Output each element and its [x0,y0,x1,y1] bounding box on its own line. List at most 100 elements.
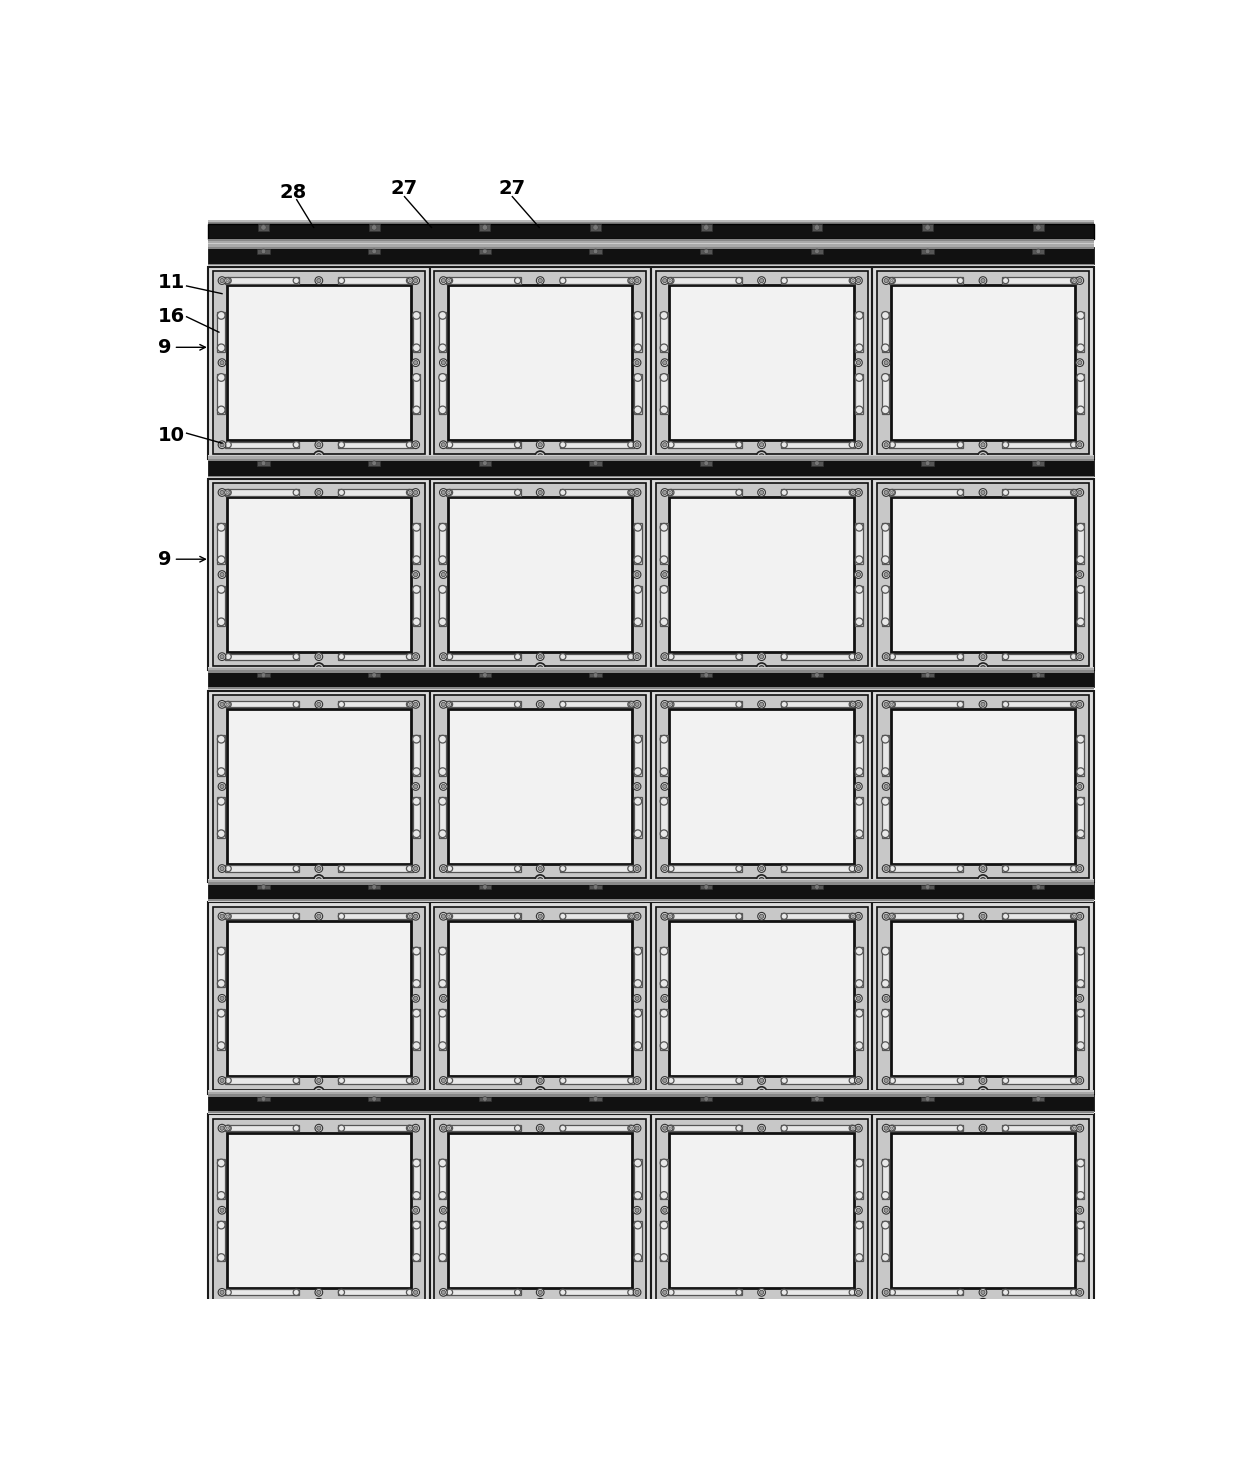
Bar [368,884,381,890]
Circle shape [538,877,543,883]
Circle shape [759,655,764,659]
Bar [534,674,547,677]
Bar [559,702,634,708]
Bar [316,681,317,689]
Bar [208,687,1094,689]
Circle shape [413,979,420,988]
Circle shape [662,279,667,283]
Circle shape [883,570,890,578]
Bar [213,694,425,878]
Bar [668,277,742,283]
Circle shape [226,1125,231,1131]
Circle shape [662,1126,667,1131]
Circle shape [559,442,565,448]
Circle shape [441,785,445,788]
Circle shape [1071,1125,1078,1131]
Circle shape [981,1301,986,1306]
Circle shape [439,585,446,594]
Circle shape [413,830,420,837]
Circle shape [1076,1253,1085,1262]
Circle shape [482,1097,487,1102]
Bar [656,1119,868,1301]
Bar [660,585,668,626]
Circle shape [339,1077,345,1084]
Circle shape [219,1126,224,1131]
Circle shape [629,913,635,919]
Circle shape [409,492,412,493]
Circle shape [627,1077,634,1084]
Circle shape [224,913,231,919]
Circle shape [439,619,446,626]
Circle shape [439,1192,446,1199]
Circle shape [439,1010,446,1017]
Bar [590,225,601,231]
Bar [434,694,646,878]
Circle shape [439,312,446,320]
Bar [339,1290,413,1296]
Bar [208,880,1094,883]
Bar [982,1106,983,1112]
Circle shape [857,702,861,706]
Circle shape [889,865,895,871]
Bar [882,1158,889,1199]
Bar [226,489,299,496]
Bar [763,1106,765,1112]
Circle shape [635,572,639,576]
Circle shape [981,867,985,871]
Circle shape [1076,735,1085,743]
Circle shape [413,947,420,956]
Bar [208,668,1094,671]
Circle shape [815,249,820,254]
Circle shape [439,652,448,661]
Circle shape [515,702,521,708]
Circle shape [627,865,634,871]
Circle shape [660,556,668,563]
Circle shape [316,867,321,871]
Bar [781,1077,856,1084]
Circle shape [1071,277,1078,283]
Circle shape [218,1207,226,1214]
Circle shape [882,798,889,805]
Circle shape [882,947,889,956]
Circle shape [1076,344,1085,352]
Circle shape [981,915,985,918]
Circle shape [339,442,345,448]
Bar [1032,1097,1044,1102]
Bar [882,1010,889,1049]
Bar [539,1317,541,1325]
Circle shape [515,489,521,496]
Circle shape [446,1125,453,1131]
Circle shape [627,489,634,496]
Circle shape [412,570,419,578]
Circle shape [882,979,889,988]
Circle shape [1078,1208,1083,1212]
Circle shape [815,461,820,465]
Bar [539,893,541,900]
Circle shape [446,702,453,708]
Circle shape [217,1253,226,1262]
Circle shape [1071,702,1078,708]
Circle shape [1076,798,1085,805]
Bar [761,1106,763,1112]
Circle shape [889,277,895,283]
Bar [312,1309,325,1313]
Circle shape [981,665,986,671]
Circle shape [217,619,226,626]
Circle shape [882,1221,889,1228]
Bar [889,913,963,919]
Bar [434,483,646,665]
Circle shape [1076,441,1084,448]
Circle shape [852,703,854,706]
Bar [1076,1010,1085,1049]
Circle shape [884,279,888,283]
Circle shape [851,1125,856,1131]
Circle shape [538,1301,543,1306]
Bar [763,470,765,477]
Bar [434,907,646,1090]
Bar [208,267,429,458]
Circle shape [668,1126,671,1129]
Circle shape [537,700,544,708]
Circle shape [226,489,231,496]
Circle shape [439,556,446,563]
Circle shape [293,489,299,496]
